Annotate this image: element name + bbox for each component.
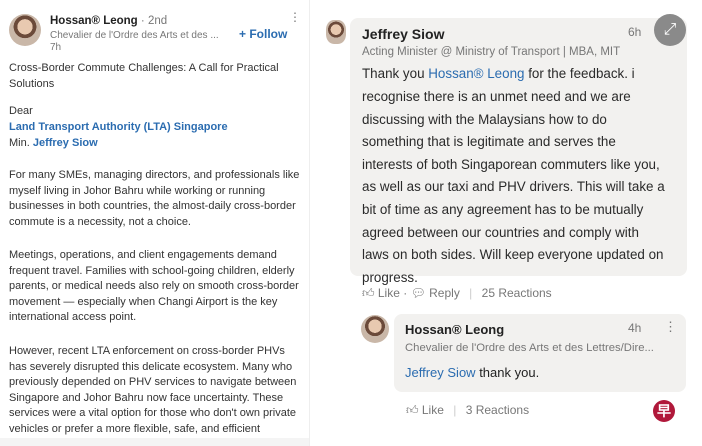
divider [0,438,309,446]
paragraph-line: Singapore and Johor Bahru now face uncer… [9,391,284,404]
paragraph-line: movement — especially when Changi Airpor… [9,295,278,308]
reply-time: 4h [628,321,642,335]
post-title-line: Cross-Border Commute Challenges: A Call … [9,62,279,74]
reply-more-icon[interactable]: ⋮ [664,319,677,334]
comment-text-line: bit of time as any agreement has to be m… [362,202,644,217]
follow-button[interactable]: + Follow [239,27,288,41]
mention-link[interactable]: Hossan® Leong [428,66,525,81]
comment-text-line: laws on both sides. Will keep everyone u… [362,247,664,263]
zaobao-logo: 早 [653,400,675,422]
paragraph-line: previously depended on PHV services to n… [9,376,297,389]
paragraph-line: Meetings, operations, and client engagem… [9,249,277,261]
comment-author[interactable]: Jeffrey Siow [362,26,445,42]
reply-text: Jeffrey Siow thank you. [405,365,539,380]
paragraph-line: commute is a necessity, not a choice. [9,215,191,228]
paragraph-line: vehicles or prefer a more flexible, safe… [9,423,261,435]
text: thank you. [475,365,540,380]
post-panel: Hossan® Leong · 2nd Chevalier de l'Ordre… [0,0,310,446]
reply-label: Reply [429,286,460,300]
paragraph-line: international access point. [9,311,137,324]
like-label: Like [377,286,400,300]
like-button[interactable]: 👍︎ Like [362,286,400,300]
reply-avatar[interactable] [361,315,389,343]
like-button[interactable]: 👍︎ Like [406,403,444,417]
paragraph-line: parents, or medical needs also rely on s… [9,280,299,293]
reply-button[interactable]: 💬︎ Reply [410,286,460,300]
mention-link[interactable]: Jeffrey Siow [405,365,476,380]
comment-text-line: interests of both Singaporean commuters … [362,156,660,172]
paragraph-line: has severely disrupted this delicate eco… [9,360,293,373]
reply-author[interactable]: Hossan® Leong [405,322,505,337]
post-title-line: Solutions [9,78,55,90]
commenter-avatar[interactable] [326,20,346,44]
comment-bubble [350,18,687,276]
comment-headline: Acting Minister @ Ministry of Transport … [362,46,621,58]
post-headline: Chevalier de l'Ordre des Arts et des ... [50,30,219,41]
mention-minister-link[interactable]: Jeffrey Siow [32,137,98,149]
salutation: Dear [9,105,33,117]
comment-text-line: discussing with the Malaysians how to do [362,111,607,127]
paragraph-line: businesses in both countries, the almost… [9,200,296,213]
reply-headline: Chevalier de l'Ordre des Arts et des Let… [405,342,654,354]
comment-time: 6h [628,25,642,39]
post-author[interactable]: Hossan® Leong [50,15,138,27]
minister-line: Min. Jeffrey Siow [9,137,98,149]
paragraph-line: frequent travel. Families with school-go… [9,264,295,277]
reply-bubble [394,314,686,392]
comment-text-line: progress. [362,269,418,285]
paragraph-line: myself living in Johor Bahru while worki… [9,184,266,197]
paragraph-line: However, recent LTA enforcement on cross… [9,345,285,357]
comment-text-line: recognise there is an unmet need and we … [362,89,631,104]
comment-first-line: Thank you Hossan® Leong for the feedback… [362,66,635,81]
comment-text-line: something that is legitimate and serves … [362,134,616,150]
like-label: Like [421,403,444,417]
comment-text-line: as well as our taxi and PHV drivers. Thi… [362,179,665,195]
author-avatar[interactable] [9,14,41,46]
expand-icon[interactable]: ⤢ [654,14,686,46]
text: Thank you [362,66,429,81]
paragraph-line: For many SMEs, managing directors, and p… [9,169,300,181]
reply-actions: 👍︎ Like | 3 Reactions [406,403,530,417]
reactions-count[interactable]: 25 Reactions [481,286,552,300]
min-prefix: Min. [9,137,30,149]
reactions-count[interactable]: 3 Reactions [465,403,530,417]
more-options-icon[interactable]: ⋮ [289,10,301,24]
paragraph-line: services were a vital option for those w… [9,407,297,420]
mention-lta-link[interactable]: Land Transport Authority (LTA) Singapore [9,121,228,133]
post-author-line: Hossan® Leong · 2nd [50,15,167,27]
connection-degree: · 2nd [140,15,168,27]
post-time: 7h [50,42,62,53]
comment-text-line: agreed between our countries and comply … [362,224,639,240]
text: for the feedback. i [524,66,635,81]
comment-actions: 👍︎ Like · 💬︎ Reply | 25 Reactions [362,286,552,300]
